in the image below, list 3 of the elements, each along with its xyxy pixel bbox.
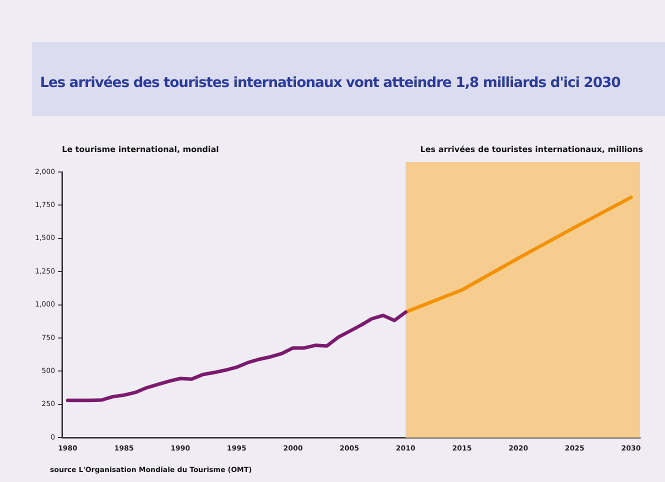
chart-title: Les arrivées des touristes internationaux vont atteindre 1,8 milliards d'ici 2030 [40,75,620,91]
y-axis-title: Les arrivées de touristes internationaux, millions [420,145,643,154]
chart-subtitle: Le tourisme international, mondial [62,145,219,154]
